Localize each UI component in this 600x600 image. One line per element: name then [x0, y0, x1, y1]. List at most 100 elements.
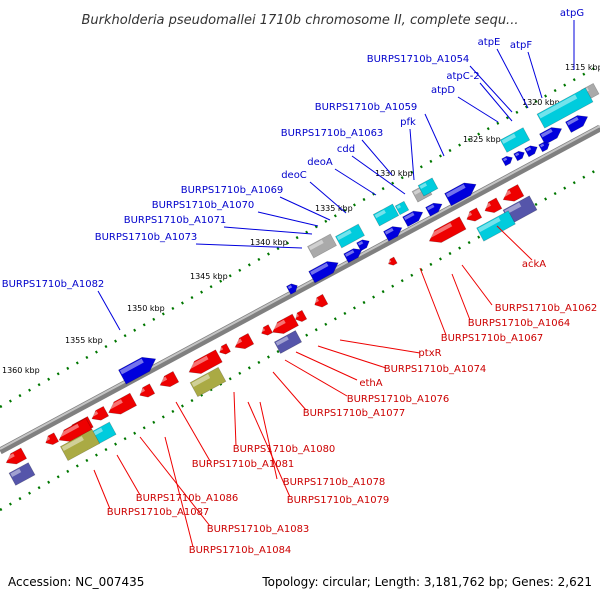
reverse-gene-leader-line: [317, 345, 387, 369]
forward-gene: [565, 115, 589, 133]
tick-label: 1345 kbp: [190, 272, 228, 281]
olive-feature: [189, 366, 227, 398]
forward-gene: [513, 150, 525, 162]
reverse-gene-leader-line: [284, 359, 348, 397]
cyan-feature: [417, 177, 439, 197]
reverse-gene-label: BURPS1710b_A1064: [468, 318, 571, 329]
forward-gene-label: BURPS1710b_A1059: [315, 102, 418, 113]
reverse-gene-leader-line: [175, 401, 211, 462]
gene-labels: atpG atpF atpE BURPS1710b_A1054 atpC-2 atpD BU…: [2, 8, 598, 556]
forward-gene-leader-line: [97, 290, 121, 331]
reverse-gene-label: BURPS1710b_A1079: [287, 495, 390, 506]
forward-gene-label: atpD: [431, 85, 455, 96]
reverse-gene: [270, 313, 299, 334]
forward-gene: [444, 182, 477, 207]
reverse-gene-label: BURPS1710b_A1062: [495, 303, 598, 314]
forward-gene: [308, 261, 339, 284]
reverse-gene-label: BURPS1710b_A1067: [441, 333, 544, 344]
reverse-gene: [4, 447, 28, 465]
reverse-gene-label: BURPS1710b_A1080: [233, 444, 336, 455]
reverse-gene-label: ackA: [522, 259, 546, 270]
cyan-feature: [476, 210, 516, 242]
reverse-gene: [427, 216, 467, 243]
forward-gene-label: BURPS1710b_A1082: [2, 279, 105, 290]
forward-gene-leader-line: [527, 51, 543, 99]
label-leaders: [93, 20, 575, 548]
reverse-gene: [260, 324, 273, 336]
forward-gene: [343, 248, 363, 264]
reverse-gene-leader-line: [272, 371, 307, 411]
forward-gene-label: BURPS1710b_A1054: [367, 54, 470, 65]
forward-gene: [501, 155, 513, 167]
cyan-feature: [335, 223, 365, 249]
reverse-gene-label: ethA: [359, 378, 382, 389]
forward-gene-leader-line: [195, 243, 303, 249]
forward-gene-leader-line: [361, 139, 393, 176]
reverse-gene-leader-line: [139, 436, 211, 527]
forward-gene-label: deoA: [307, 157, 333, 168]
reverse-gene-label: BURPS1710b_A1076: [347, 394, 450, 405]
forward-gene-label: pfk: [400, 117, 416, 128]
reverse-gene-leader-line: [233, 391, 237, 447]
tick-label: 1330 kbp: [375, 169, 413, 178]
reverse-gene-leader-line: [247, 401, 291, 498]
forward-gene-leader-line: [469, 65, 513, 113]
reverse-gene-leader-line: [451, 273, 471, 321]
reverse-gene: [158, 371, 180, 388]
forward-gene-label: atpF: [510, 40, 532, 51]
forward-gene-label: BURPS1710b_A1069: [181, 185, 284, 196]
forward-gene-leader-line: [351, 155, 406, 195]
gene-features: [4, 82, 600, 486]
forward-gene-leader-line: [334, 168, 377, 196]
forward-gene: [402, 210, 424, 228]
reverse-gene-label: BURPS1710b_A1074: [384, 364, 487, 375]
forward-gene: [425, 202, 443, 217]
forward-gene-label: atpG: [560, 8, 584, 19]
forward-gene-label: deoC: [281, 170, 307, 181]
forward-gene-leader-line: [424, 113, 445, 157]
scale-ticks: 1315 kbp 1320 kbp 1325 kbp 1330 kbp 1335 kbp…: [2, 63, 600, 375]
accession-text: Accession: NC_007435: [8, 575, 144, 589]
forward-gene-label: atpE: [478, 37, 501, 48]
reverse-gene: [44, 432, 60, 446]
reverse-gene-label: BURPS1710b_A1086: [136, 493, 239, 504]
forward-gene-label: atpC-2: [446, 71, 479, 82]
reverse-gene: [233, 333, 255, 350]
forward-gene-label: BURPS1710b_A1073: [95, 232, 198, 243]
reverse-gene-leader-line: [419, 267, 447, 336]
forward-gene-leader-line: [496, 48, 529, 109]
reverse-gene-leader-line: [93, 469, 111, 510]
reverse-gene: [187, 349, 223, 374]
forward-gene-label: cdd: [337, 144, 355, 155]
reverse-gene: [138, 383, 156, 398]
reverse-gene-leader-line: [259, 401, 278, 480]
topology-text: Topology: circular; Length: 3,181,762 bp…: [261, 575, 592, 589]
cyan-feature: [372, 203, 400, 227]
forward-gene-leader-line: [257, 211, 319, 227]
cyan-feature: [394, 200, 410, 216]
tick-label: 1335 kbp: [315, 204, 353, 213]
tick-label: 1325 kbp: [463, 135, 501, 144]
outer-tick-ring: [0, 63, 600, 409]
reverse-gene: [465, 207, 483, 222]
reverse-gene: [218, 343, 231, 355]
reverse-gene: [313, 293, 329, 308]
forward-gene: [538, 141, 550, 153]
reverse-gene: [106, 392, 138, 415]
forward-gene: [539, 127, 563, 145]
reverse-gene-leader-line: [295, 351, 358, 381]
reverse-gene-label: ptxR: [418, 348, 441, 359]
forward-gene-leader-line: [279, 196, 331, 221]
tick-label: 1350 kbp: [127, 304, 165, 313]
reverse-gene-label: BURPS1710b_A1084: [189, 545, 292, 556]
reverse-gene: [90, 405, 110, 421]
reverse-gene-leader-line: [164, 436, 194, 548]
map-title: Burkholderia pseudomallei 1710b chromoso…: [82, 13, 519, 28]
tick-label: 1340 kbp: [250, 238, 288, 247]
forward-gene-leader-line: [409, 128, 415, 181]
cyan-feature: [536, 87, 594, 129]
forward-gene-leader-line: [309, 181, 347, 214]
purple-feature: [8, 462, 36, 486]
reverse-gene-leader-line: [116, 454, 141, 496]
